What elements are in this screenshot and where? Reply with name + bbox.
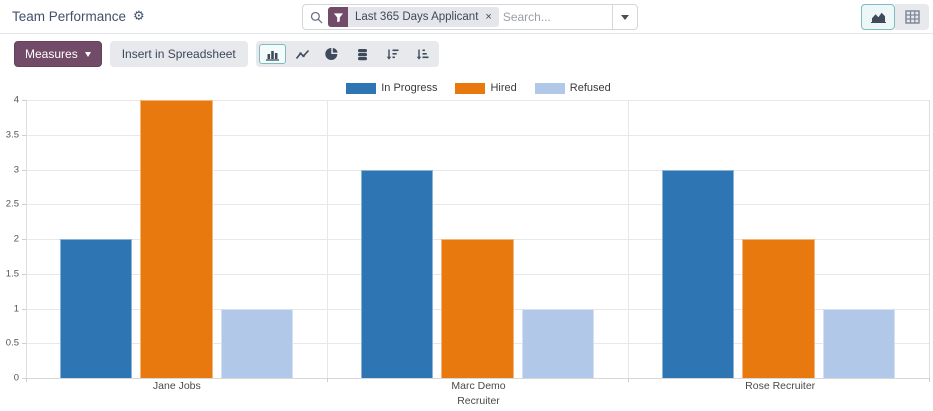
bar-chart-icon <box>265 50 279 61</box>
stacked-toggle-button[interactable] <box>349 44 376 64</box>
y-tick-label: 0.5 <box>5 337 19 349</box>
y-tick-mark <box>22 273 26 275</box>
legend-label: Refused <box>569 82 611 94</box>
sort-ascending-button[interactable] <box>409 44 436 64</box>
insert-in-spreadsheet-button[interactable]: Insert in Spreadsheet <box>109 41 248 67</box>
measures-label: Measures <box>25 47 78 61</box>
y-tick-mark <box>22 100 26 101</box>
search-dropdown-toggle[interactable] <box>612 5 637 29</box>
gridline <box>26 134 929 136</box>
search-icon <box>310 11 323 24</box>
bar-chart-button[interactable] <box>258 44 286 64</box>
x-tick-mark <box>326 378 328 382</box>
bar-group-jane-jobs <box>26 100 327 378</box>
graph-view: In Progress Hired Refused 0 0.5 1 1.5 2 2.5 3 3.5… <box>0 74 933 408</box>
legend-swatch <box>346 82 377 94</box>
x-axis-category-label: Marc Demo <box>451 379 506 392</box>
vertical-gridline <box>929 100 930 378</box>
pivot-view-icon <box>904 9 920 24</box>
legend-item[interactable]: In Progress <box>346 82 437 94</box>
legend-item[interactable]: Hired <box>455 82 517 94</box>
breadcrumb: Team Performance ⚙ <box>12 9 145 24</box>
y-tick-label: 0 <box>13 372 19 384</box>
graph-view-icon <box>870 12 886 23</box>
facet-label: Last 365 Days Applicant <box>355 11 479 23</box>
filter-funnel-icon <box>328 7 348 27</box>
sort-descending-button[interactable] <box>379 44 406 64</box>
legend-label: Hired <box>490 82 517 94</box>
y-tick-label: 1 <box>13 303 19 314</box>
bar-refused[interactable] <box>822 308 895 378</box>
control-panel: Measures Insert in Spreadsheet <box>0 34 933 74</box>
y-tick-label: 3.5 <box>5 129 19 141</box>
bars-layer <box>26 100 929 378</box>
bar-refused[interactable] <box>220 308 293 378</box>
vertical-gridline <box>627 100 629 378</box>
y-tick-mark <box>22 134 26 136</box>
x-tick-mark <box>26 378 27 382</box>
pie-chart-icon <box>325 47 338 60</box>
sort-descending-icon <box>387 49 399 60</box>
legend-label: In Progress <box>381 82 438 94</box>
search-bar[interactable]: Last 365 Days Applicant × <box>302 4 638 30</box>
caret-down-icon <box>621 14 629 20</box>
caret-down-icon <box>84 51 91 57</box>
y-tick-label: 2.5 <box>5 198 19 210</box>
y-tick-mark <box>22 204 26 206</box>
gear-icon[interactable]: ⚙ <box>133 9 145 24</box>
search-facet[interactable]: Last 365 Days Applicant × <box>328 7 499 27</box>
sort-ascending-icon <box>417 49 429 60</box>
line-chart-icon <box>295 49 309 59</box>
gridline <box>26 378 929 379</box>
x-axis-category-label: Rose Recruiter <box>745 379 816 392</box>
x-axis-category-label: Jane Jobs <box>152 379 201 392</box>
x-axis-labels: Jane Jobs Marc Demo Rose Recruiter <box>26 378 931 393</box>
y-tick-mark <box>22 239 26 240</box>
gridline <box>26 204 929 206</box>
chart-plot-area: 0 0.5 1 1.5 2 2.5 3 3.5 4 <box>6 95 930 384</box>
y-tick-mark <box>22 169 26 171</box>
x-tick-mark <box>627 378 629 382</box>
facet-remove-icon[interactable]: × <box>485 11 492 23</box>
view-switcher <box>861 3 929 30</box>
legend-swatch <box>455 82 486 94</box>
pivot-view-button[interactable] <box>895 3 929 30</box>
gridline <box>26 169 929 171</box>
search-input[interactable] <box>502 10 612 24</box>
stacked-icon <box>357 48 367 60</box>
page-title: Team Performance <box>12 9 127 24</box>
y-tick-mark <box>22 308 26 310</box>
vertical-gridline <box>326 100 328 378</box>
chart-controls-group <box>255 41 439 67</box>
bar-in-progress[interactable] <box>60 239 133 378</box>
bar-in-progress[interactable] <box>361 169 434 378</box>
y-tick-label: 4 <box>13 94 19 106</box>
y-tick-label: 1.5 <box>5 268 19 280</box>
line-chart-button[interactable] <box>289 44 316 64</box>
bar-hired[interactable] <box>140 100 213 378</box>
y-tick-mark <box>22 378 26 379</box>
top-bar: Team Performance ⚙ Last 365 Days Applica… <box>0 0 933 34</box>
chart-legend: In Progress Hired Refused <box>26 80 931 96</box>
bar-hired[interactable] <box>441 239 514 378</box>
measures-button[interactable]: Measures <box>14 41 102 67</box>
legend-swatch <box>534 82 565 94</box>
y-tick-label: 2 <box>13 233 19 245</box>
y-tick-mark <box>22 343 26 345</box>
bar-group-marc-demo <box>327 100 628 378</box>
x-axis-title: Recruiter <box>457 395 500 407</box>
legend-item[interactable]: Refused <box>534 82 611 94</box>
vertical-gridline <box>26 100 27 378</box>
pie-chart-button[interactable] <box>319 44 346 64</box>
y-tick-label: 3 <box>13 164 19 175</box>
bar-hired[interactable] <box>742 239 815 378</box>
bar-in-progress[interactable] <box>662 169 735 378</box>
graph-view-button[interactable] <box>861 3 895 30</box>
gridline <box>26 100 929 101</box>
x-tick-mark <box>929 378 930 382</box>
bar-refused[interactable] <box>521 308 594 378</box>
bar-group-rose-recruiter <box>628 100 929 378</box>
